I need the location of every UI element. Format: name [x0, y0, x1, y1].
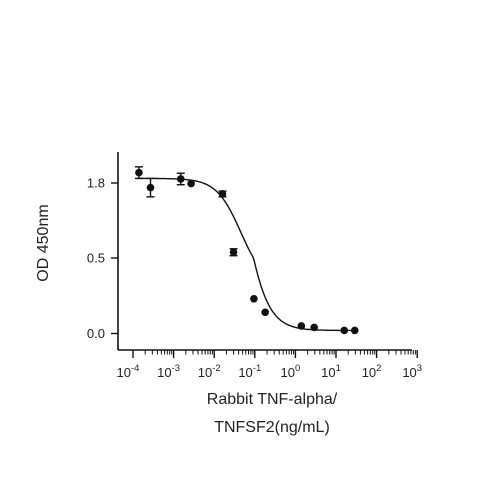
data-point	[134, 166, 143, 180]
x-tick-label: 10-3	[157, 363, 180, 380]
data-point	[310, 323, 318, 332]
data-point-marker	[135, 168, 143, 177]
x-tick-label: 100	[281, 363, 301, 380]
y-axis-title: OD 450nm	[35, 204, 52, 281]
x-axis-ticks: 10-4 10-3 10-2 10-1 100 101 102 103	[117, 350, 422, 380]
data-points	[134, 166, 359, 335]
x-axis-title-line-2: TNFSF2(ng/mL)	[214, 419, 330, 436]
data-point	[229, 248, 238, 257]
data-point	[261, 308, 269, 317]
data-point-marker	[340, 326, 349, 335]
axes	[117, 152, 412, 351]
data-point	[218, 190, 227, 198]
data-point	[176, 172, 185, 186]
data-point-marker	[350, 326, 359, 335]
x-tick-label: 103	[402, 363, 422, 380]
data-point-marker	[229, 248, 238, 257]
x-tick-label: 10-1	[238, 363, 261, 380]
data-point-marker	[187, 179, 195, 188]
y-tick-label: 0.5	[87, 251, 105, 266]
data-point	[297, 322, 306, 330]
x-tick-label: 10-4	[117, 363, 140, 380]
x-tick-label: 101	[321, 363, 341, 380]
data-point-marker	[250, 294, 258, 303]
data-point-marker	[297, 322, 306, 330]
data-point	[340, 326, 349, 335]
y-tick-label: 0.0	[87, 326, 105, 341]
data-point	[187, 179, 195, 188]
data-point	[350, 326, 359, 335]
data-point-marker	[261, 308, 269, 317]
x-tick-label: 10-2	[198, 363, 221, 380]
y-axis-ticks: 0.0 0.5 1.8	[87, 176, 118, 341]
x-axis-title-line-1: Rabbit TNF-alpha/	[207, 391, 338, 408]
data-point-marker	[218, 190, 227, 198]
data-point-marker	[146, 183, 155, 192]
fit-curve	[136, 177, 357, 332]
data-point	[250, 294, 258, 303]
data-point	[146, 177, 155, 198]
y-tick-label: 1.8	[87, 176, 105, 191]
data-point-marker	[310, 323, 318, 332]
data-point-marker	[176, 175, 185, 183]
x-tick-label: 102	[362, 363, 382, 380]
